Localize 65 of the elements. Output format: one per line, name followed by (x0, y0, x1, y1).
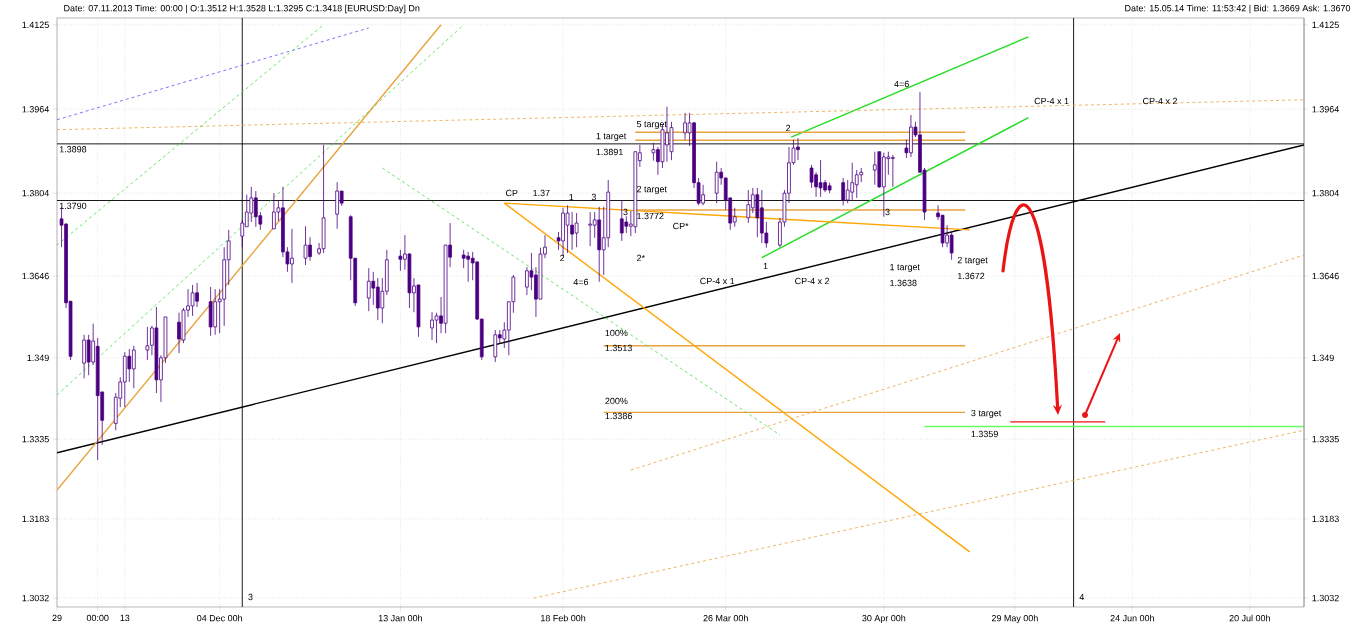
annotation: 3 (591, 193, 596, 201)
annotation: 1 target (596, 132, 627, 141)
annotation: 4=6 (894, 80, 909, 88)
x-tick-label: 18 Feb 00h (541, 614, 586, 622)
y2-tick-label: 1.4125 (1312, 21, 1339, 28)
annotation: CP (505, 189, 518, 197)
annotation: 3 (623, 208, 628, 216)
ref-line-label: 1.3790 (59, 202, 87, 210)
annotation: 5 target (636, 120, 667, 129)
annotation: CP-4 x 2 (1143, 97, 1177, 105)
x-tick-label: 29 (52, 614, 62, 622)
annotation: CP-4 x 1 (1034, 97, 1069, 105)
y-tick-label: 1.349 (27, 354, 49, 362)
annotation: 2 (560, 254, 565, 262)
annotation: 1.3513 (605, 344, 632, 352)
annotation: 1 (763, 262, 768, 270)
annotation: 200% (605, 397, 628, 405)
x-tick-label: 26 Mar 00h (703, 614, 748, 622)
x-tick-label: 30 Apr 00h (862, 614, 906, 624)
x-tick-label: 29 May 00h (991, 614, 1038, 624)
y2-tick-label: 1.3183 (1312, 515, 1339, 523)
annotation: 3 target (971, 409, 1002, 419)
annotation: 2 (786, 124, 791, 132)
x-tick-label: 13 (120, 614, 130, 622)
ref-line-label: 1.3898 (59, 146, 87, 153)
x-tick-label: 24 Jun 00h (1110, 614, 1154, 622)
x-tick-label: 04 Dec 00h (197, 614, 243, 622)
annotation: 2 target (636, 185, 667, 195)
annotation: 1.3386 (605, 412, 632, 420)
annotation: 1.3638 (890, 279, 917, 287)
y-tick-label: 1.3032 (22, 594, 49, 602)
annotation: 2* (636, 254, 645, 262)
annotation: 1.3891 (596, 148, 623, 156)
annotation: CP* (673, 222, 689, 230)
x-tick-label: 13 Jan 00h (378, 614, 422, 622)
annotation: CP-4 x 1 (700, 277, 735, 285)
annotation: 1.3359 (971, 430, 998, 438)
chart-title: Date: 07.11.2013 Time: 00:00 | O:1.3512 H:1.3528 L:1.3295 C:1.3418 [EURUSD:Day] Dn (64, 4, 420, 14)
x-tick-label: 00:00 (86, 614, 109, 622)
y2-tick-label: 1.3804 (1312, 189, 1339, 197)
annotation: 1.3772 (637, 212, 664, 220)
annotation: 4=6 (573, 278, 589, 286)
y-tick-label: 1.3183 (22, 515, 49, 523)
x-tick-label: 20 Jul 00h (1229, 614, 1270, 622)
annotation: 1.37 (533, 189, 550, 197)
annotation: CP-4 x 2 (795, 277, 830, 285)
y2-tick-label: 1.349 (1312, 354, 1334, 362)
annotation: 3 (248, 593, 253, 601)
y-tick-label: 1.3804 (22, 189, 49, 197)
chart-subtitle: Date: 15.05.14 Time: 11:53:42 | Bid: 1.3669 Ask: 1.3670 (1125, 4, 1351, 14)
y2-tick-label: 1.3964 (1312, 106, 1339, 113)
annotation: 1 target (890, 263, 920, 272)
y2-tick-label: 1.3032 (1312, 594, 1339, 602)
y-tick-label: 1.3646 (22, 272, 49, 280)
y2-tick-label: 1.3335 (1312, 435, 1339, 443)
annotation: 4 (1079, 593, 1085, 601)
annotation: 1.3672 (958, 272, 985, 280)
y-tick-label: 1.3964 (22, 106, 49, 113)
annotation: 3 (885, 208, 890, 216)
annotation: 1 (569, 193, 574, 201)
y-tick-label: 1.3335 (22, 435, 49, 443)
y2-tick-label: 1.3646 (1312, 272, 1339, 280)
annotation: 100% (605, 329, 628, 337)
y-tick-label: 1.4125 (22, 21, 49, 28)
annotation: 2 target (957, 256, 988, 266)
